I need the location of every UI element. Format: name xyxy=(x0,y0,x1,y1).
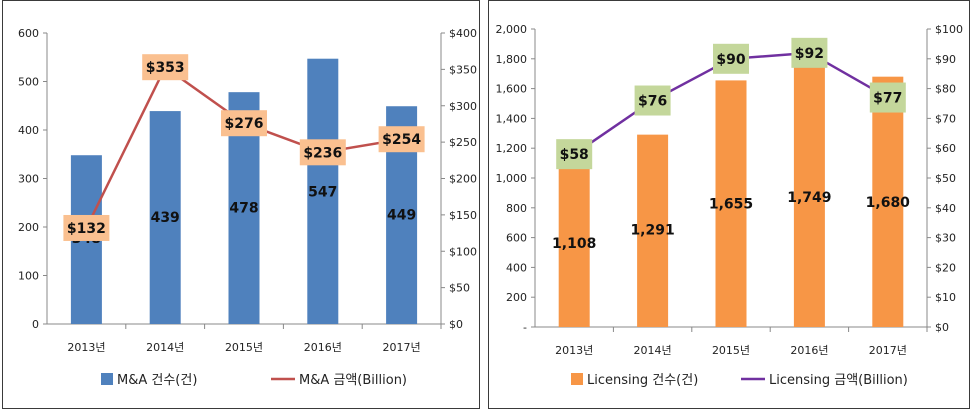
line-label-box xyxy=(142,54,189,81)
x-tick-label: 2013년 xyxy=(555,344,593,357)
ma-chart: 0 100 200 300 400 500 600 $0 $50 $100 $150 $200 $250… xyxy=(18,27,477,388)
bar-value-label: 1,749 xyxy=(787,190,831,206)
bar xyxy=(149,111,181,325)
left-tick-label: 600 xyxy=(18,27,39,40)
line-value-label: $254 xyxy=(382,132,421,148)
legend-bar-swatch xyxy=(571,373,583,385)
line-label-box xyxy=(791,37,828,68)
line-value-label: $236 xyxy=(303,145,342,161)
line-value-label: $92 xyxy=(795,46,824,62)
bar xyxy=(307,58,339,325)
x-tick-label: 2015년 xyxy=(712,344,750,357)
bar-value-label: 1,291 xyxy=(630,223,674,239)
left-tick-label: 1,800 xyxy=(496,53,528,66)
left-tick-label: 200 xyxy=(18,221,39,234)
left-tick-label: 0 xyxy=(32,318,39,331)
bar-value-label: 1,655 xyxy=(709,197,753,213)
right-tick-label: $90 xyxy=(935,53,956,66)
right-tick-label: $100 xyxy=(935,23,963,36)
x-tick-label: 2013년 xyxy=(67,341,105,354)
bar-value-label: 1,680 xyxy=(866,195,911,211)
left-tick-label: 500 xyxy=(18,76,39,89)
legend-bar-label: Licensing 건수(건) xyxy=(587,373,698,388)
line-value-label: $353 xyxy=(146,60,185,76)
left-tick-label: 1,000 xyxy=(496,172,528,185)
right-tick-label: $0 xyxy=(935,321,949,334)
bar xyxy=(793,66,825,328)
bar xyxy=(872,76,904,328)
right-tick-label: $200 xyxy=(449,173,477,186)
bar-value-label: 449 xyxy=(387,207,416,223)
right-tick-label: $40 xyxy=(935,202,956,215)
line-value-label: $276 xyxy=(225,116,264,132)
line-label-box xyxy=(556,139,593,170)
left-tick-label: 1,600 xyxy=(496,83,528,96)
line-label-box xyxy=(299,139,346,166)
bar-value-label: 478 xyxy=(229,201,258,217)
right-tick-label: $80 xyxy=(935,83,956,96)
bar xyxy=(558,161,590,327)
right-tick-label: $50 xyxy=(935,172,956,185)
right-tick-label: $30 xyxy=(935,232,956,245)
right-tick-label: $300 xyxy=(449,100,477,113)
left-tick-label: 1,200 xyxy=(496,142,528,155)
x-tick-label: 2017년 xyxy=(869,344,907,357)
left-tick-label: - xyxy=(523,321,527,334)
right-tick-label: $0 xyxy=(449,318,463,331)
right-tick-label: $60 xyxy=(935,142,956,155)
right-tick-label: $250 xyxy=(449,136,477,149)
left-tick-label: 400 xyxy=(18,124,39,137)
line-label-box xyxy=(634,85,671,116)
legend-line-label: Licensing 금액(Billion) xyxy=(769,373,908,388)
bar xyxy=(715,80,747,327)
line-label-box xyxy=(63,214,110,241)
chart-panel-ma: 0 100 200 300 400 500 600 $0 $50 $100 $150 $200 $250… xyxy=(2,0,480,409)
bar-value-label: 439 xyxy=(151,210,180,226)
x-tick-label: 2016년 xyxy=(790,344,828,357)
line-label-box xyxy=(713,43,749,74)
line-label-box xyxy=(378,126,425,153)
x-tick-label: 2015년 xyxy=(225,341,263,354)
line-label-box xyxy=(869,82,906,113)
bar xyxy=(637,134,669,327)
right-tick-label: $70 xyxy=(935,112,956,125)
right-tick-label: $400 xyxy=(449,27,477,40)
left-tick-label: 800 xyxy=(506,202,527,215)
right-tick-label: $100 xyxy=(449,245,477,258)
right-tick-label: $10 xyxy=(935,291,956,304)
legend-bar-swatch xyxy=(101,373,113,385)
line-value-label: $77 xyxy=(873,91,902,107)
bar-value-label: 547 xyxy=(308,185,337,201)
legend-bar-label: M&A 건수(건) xyxy=(117,373,197,388)
x-tick-label: 2014년 xyxy=(146,341,184,354)
left-tick-label: 1,400 xyxy=(496,112,528,125)
line-value-label: $58 xyxy=(560,147,589,163)
chart-panel-licensing: - 200 400 600 800 1,000 1,200 1,400 1,600 1,800 2,… xyxy=(488,0,970,409)
bar-value-label: 1,108 xyxy=(552,236,596,252)
line-value-label: $90 xyxy=(716,52,745,68)
left-tick-label: 300 xyxy=(18,173,39,186)
right-tick-label: $20 xyxy=(935,261,956,274)
left-tick-label: 2,000 xyxy=(496,23,528,36)
x-tick-label: 2016년 xyxy=(304,341,342,354)
right-tick-label: $150 xyxy=(449,209,477,222)
line-value-label: $132 xyxy=(67,221,106,237)
left-tick-label: 600 xyxy=(506,232,527,245)
licensing-chart: - 200 400 600 800 1,000 1,200 1,400 1,600 1,800 2,… xyxy=(496,23,964,388)
x-tick-label: 2014년 xyxy=(634,344,672,357)
line-value-label: $76 xyxy=(638,94,667,110)
x-tick-label: 2017년 xyxy=(383,341,421,354)
legend-line-label: M&A 금액(Billion) xyxy=(299,373,407,388)
left-tick-label: 200 xyxy=(506,291,527,304)
line-label-box xyxy=(221,110,267,137)
right-tick-label: $50 xyxy=(449,282,470,295)
right-tick-label: $350 xyxy=(449,63,477,76)
left-tick-label: 400 xyxy=(506,261,527,274)
left-tick-label: 100 xyxy=(18,270,39,283)
